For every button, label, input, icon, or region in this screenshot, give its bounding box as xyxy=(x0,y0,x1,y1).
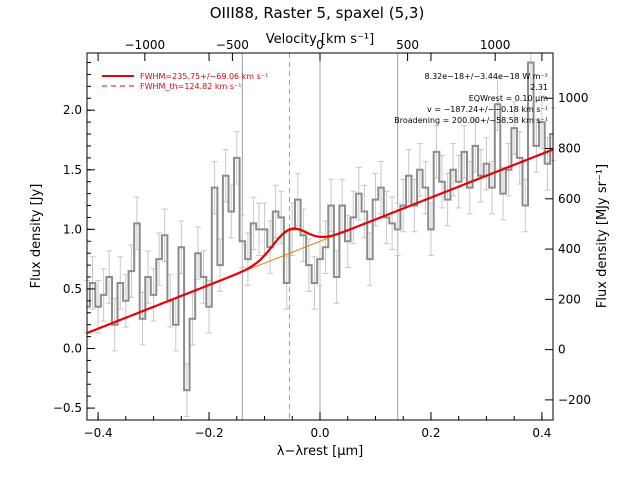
y-tick-label: 0.5 xyxy=(63,282,82,296)
x-axis-label: λ−λrest [μm] xyxy=(277,444,363,459)
x2-tick-label: 1000 xyxy=(480,38,511,52)
y2-axis-ticks: −200 0 200 400 600 800 1000 xyxy=(545,91,591,407)
annotation-eqw: EQWrest = 0.10 μm xyxy=(469,94,548,103)
y2-tick-label: 800 xyxy=(558,142,581,156)
annotation-broadening: Broadening = 200.00+/−58.58 km s⁻¹ xyxy=(394,116,548,125)
y2-axis-label: Flux density [MJy sr⁻¹] xyxy=(595,164,610,308)
y2-tick-label: 600 xyxy=(558,192,581,206)
legend-fwhm-th-label: FWHM_th=124.82 km s⁻¹ xyxy=(140,82,241,91)
y-tick-label: 0.0 xyxy=(63,342,82,356)
x2-tick-label: −1000 xyxy=(125,38,166,52)
fit-annotations: 8.32e−18+/−3.44e−18 W m⁻² 2.31 EQWrest =… xyxy=(394,72,548,125)
x-axis-ticks: −0.4 −0.2 0.0 0.2 0.4 xyxy=(84,53,551,440)
y2-tick-label: 200 xyxy=(558,292,581,306)
x-tick-label: 0.0 xyxy=(310,426,329,440)
x2-axis-ticks: −1000 −500 0 500 1000 xyxy=(125,38,511,61)
data-step-line xyxy=(87,61,553,392)
y-tick-label: 1.5 xyxy=(63,163,82,177)
x2-tick-label: 0 xyxy=(316,38,324,52)
model-fit-curve xyxy=(86,148,554,335)
annotation-snr: 2.31 xyxy=(530,83,548,92)
y-tick-label: 2.0 xyxy=(63,103,82,117)
y-tick-label: −0.5 xyxy=(53,401,82,415)
x2-tick-label: 500 xyxy=(396,38,419,52)
x-tick-label: −0.4 xyxy=(84,426,113,440)
y2-tick-label: 400 xyxy=(558,242,581,256)
y2-tick-label: 1000 xyxy=(558,91,589,105)
annotation-flux: 8.32e−18+/−3.44e−18 W m⁻² xyxy=(424,72,548,81)
x2-axis-label: Velocity [km s⁻¹] xyxy=(266,32,374,47)
y-axis-ticks: −0.5 0.0 0.5 1.0 1.5 2.0 xyxy=(53,62,95,415)
y-tick-label: 1.0 xyxy=(63,222,82,236)
chart-title: OIII88, Raster 5, spaxel (5,3) xyxy=(210,4,425,22)
legend: FWHM=235.75+/−69.06 km s⁻¹ FWHM_th=124.8… xyxy=(102,72,268,91)
annotation-velocity: v = −187.24+/−−0.18 km s⁻¹ xyxy=(427,105,548,114)
x-tick-label: −0.2 xyxy=(194,426,223,440)
x-tick-label: 0.2 xyxy=(421,426,440,440)
legend-fwhm-label: FWHM=235.75+/−69.06 km s⁻¹ xyxy=(140,72,268,81)
x-tick-label: 0.4 xyxy=(532,426,551,440)
x2-tick-label: −500 xyxy=(216,38,249,52)
y2-tick-label: −200 xyxy=(558,393,591,407)
plot-area xyxy=(84,52,556,420)
y-axis-label: Flux density [Jy] xyxy=(29,184,44,289)
y2-tick-label: 0 xyxy=(558,343,566,357)
